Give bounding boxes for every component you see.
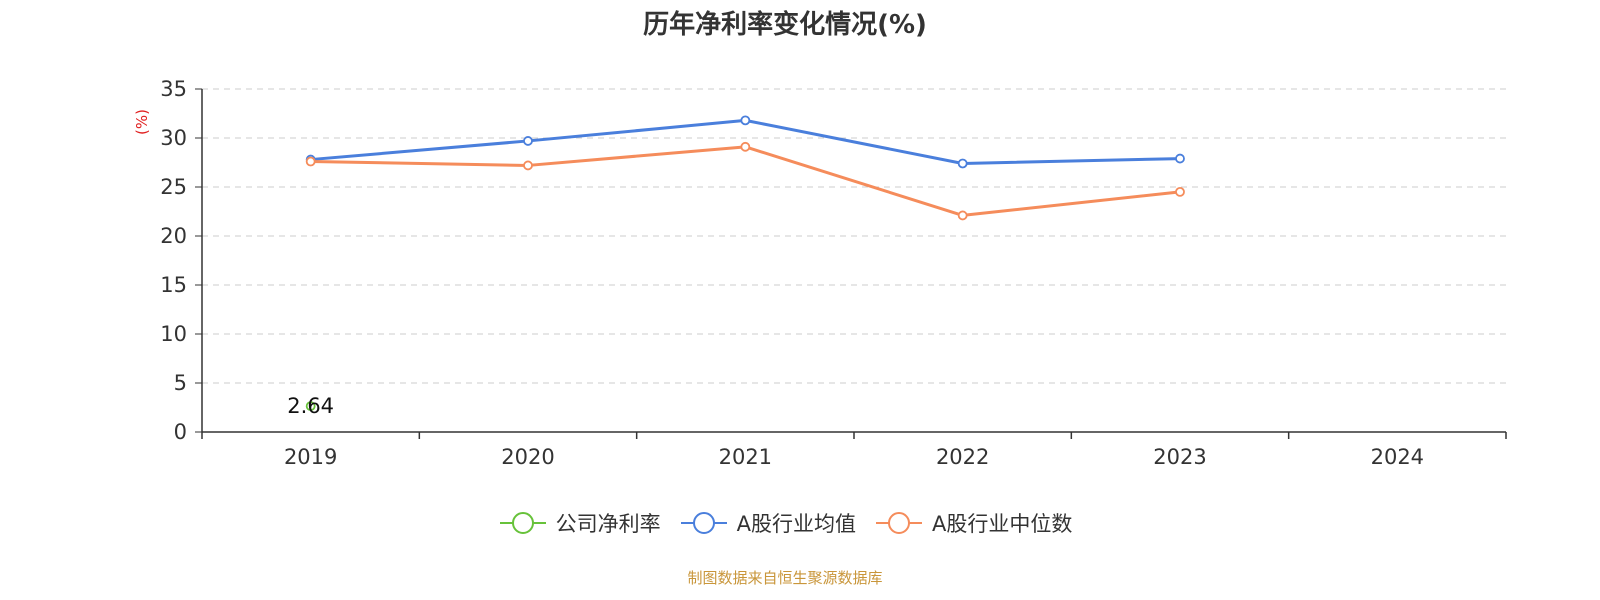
data-point bbox=[957, 210, 968, 221]
x-tick-label: 2024 bbox=[1371, 445, 1424, 469]
x-tick-label: 2019 bbox=[284, 445, 337, 469]
series-line-2 bbox=[310, 118, 1181, 165]
series-line-3 bbox=[310, 145, 1181, 217]
legend-line-circle-icon bbox=[876, 512, 922, 534]
source-footer: 制图数据来自恒生聚源数据库 bbox=[687, 569, 883, 587]
legend-item[interactable]: A股行业均值 bbox=[679, 508, 856, 538]
x-tick-label: 2022 bbox=[936, 445, 989, 469]
series-lines bbox=[305, 115, 1185, 412]
data-point bbox=[305, 401, 316, 412]
x-tick-label: 2023 bbox=[1153, 445, 1206, 469]
y-axis-label: (%) bbox=[133, 109, 151, 135]
data-label: 2.64 bbox=[287, 394, 334, 418]
y-tick-label: 5 bbox=[174, 371, 187, 395]
data-point bbox=[1175, 186, 1185, 197]
legend-item[interactable]: 公司净利率 bbox=[498, 508, 661, 538]
chart-title: 历年净利率变化情况(%) bbox=[643, 10, 927, 40]
legend-line-circle-icon bbox=[680, 512, 727, 534]
data-point bbox=[523, 136, 533, 146]
legend-line-circle-icon bbox=[499, 512, 546, 534]
grid-lines bbox=[202, 88, 1506, 384]
x-tick-label: 2021 bbox=[719, 445, 772, 469]
data-point bbox=[740, 141, 751, 152]
data-point bbox=[740, 115, 751, 126]
y-tick-label: 0 bbox=[174, 420, 187, 444]
x-tick-label: 2020 bbox=[501, 445, 554, 469]
legend-label: A股行业中位数 bbox=[932, 512, 1073, 536]
legend-label: 公司净利率 bbox=[555, 512, 661, 536]
data-point bbox=[957, 158, 968, 169]
y-tick-label: 30 bbox=[160, 126, 187, 150]
data-point bbox=[1175, 153, 1185, 164]
y-tick-label: 20 bbox=[160, 224, 187, 248]
legend: 公司净利率 A股行业均值 A股行业中位数 bbox=[0, 508, 1570, 538]
legend-item[interactable]: A股行业中位数 bbox=[874, 508, 1072, 538]
y-tick-label: 15 bbox=[160, 273, 187, 297]
y-tick-label: 25 bbox=[160, 175, 187, 199]
data-labels: 2.64 bbox=[287, 394, 334, 418]
data-point bbox=[523, 160, 533, 171]
y-tick-label: 10 bbox=[160, 322, 187, 346]
axes: 0 5 10 15 20 25 30 35 2019 2020 2021 2022 2023 2024 (%… bbox=[133, 77, 1507, 469]
y-tick-label: 35 bbox=[160, 77, 187, 101]
legend-label: A股行业均值 bbox=[736, 512, 856, 536]
data-point bbox=[305, 156, 316, 167]
